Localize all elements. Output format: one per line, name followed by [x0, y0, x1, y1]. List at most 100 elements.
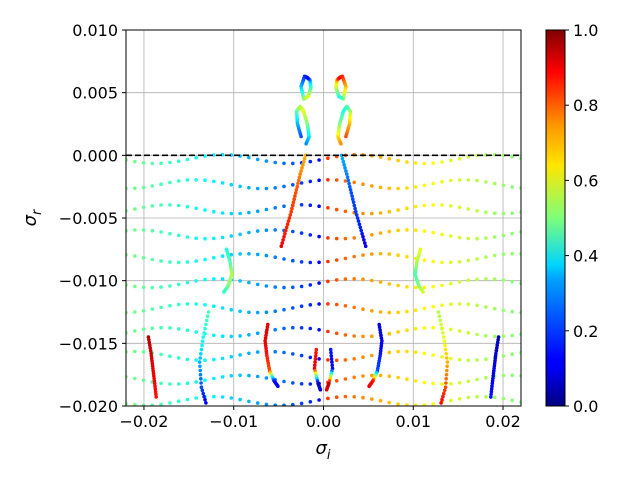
- y-tick-label: 0.005: [72, 84, 118, 103]
- band-point: [370, 353, 374, 358]
- band-point: [203, 154, 207, 158]
- band-point: [449, 158, 453, 163]
- band-point: [492, 277, 497, 281]
- branch-point: [290, 203, 295, 208]
- band-point: [194, 380, 198, 384]
- branch-point: [441, 331, 445, 335]
- branch-point: [344, 169, 348, 173]
- band-point: [405, 228, 409, 232]
- branch-point: [290, 206, 294, 211]
- branch-point: [444, 372, 449, 377]
- band-point: [343, 277, 348, 281]
- branch-point: [300, 166, 304, 170]
- band-point: [168, 203, 172, 207]
- branch-point: [341, 159, 346, 164]
- band-point: [229, 354, 234, 359]
- band-point: [203, 358, 207, 363]
- branch-point: [199, 347, 204, 352]
- band-point: [396, 228, 400, 233]
- band-point: [238, 309, 242, 314]
- branch-point: [302, 159, 306, 164]
- colorbar: [545, 29, 566, 407]
- band-point: [440, 355, 444, 359]
- branch-point: [265, 328, 269, 332]
- band-point: [343, 179, 348, 183]
- band-point: [273, 309, 278, 314]
- branch-point: [329, 354, 334, 358]
- band-point: [405, 285, 409, 289]
- band-point: [396, 402, 400, 406]
- band-point: [220, 395, 225, 399]
- branch-point: [354, 209, 358, 214]
- band-point: [150, 326, 155, 331]
- band-point: [387, 252, 392, 256]
- band-point: [334, 236, 339, 241]
- band-point: [264, 376, 269, 380]
- branch-point: [443, 347, 448, 352]
- band-point: [273, 228, 278, 232]
- band-point: [405, 403, 409, 406]
- band-point: [255, 157, 260, 162]
- band-point: [159, 161, 163, 166]
- band-point: [343, 358, 348, 362]
- band-point: [264, 284, 269, 288]
- band-point: [308, 326, 313, 331]
- band-point: [501, 252, 506, 257]
- band-point: [484, 357, 488, 362]
- band-point: [484, 236, 488, 240]
- branch-point: [313, 354, 318, 358]
- band-point: [238, 184, 242, 189]
- band-point: [168, 354, 172, 359]
- branch-point: [351, 197, 355, 201]
- band-point: [387, 310, 392, 315]
- band-point: [255, 252, 260, 257]
- band-point: [185, 178, 190, 182]
- band-point: [352, 395, 357, 399]
- band-point: [229, 234, 234, 238]
- band-point: [492, 253, 497, 258]
- band-point: [431, 381, 436, 386]
- band-point: [396, 208, 400, 212]
- band-point: [247, 373, 251, 378]
- branch-point: [348, 184, 352, 189]
- band-point: [203, 236, 207, 241]
- band-point: [501, 183, 506, 188]
- branch-point: [313, 363, 317, 368]
- band-point: [185, 302, 190, 306]
- band-point: [431, 304, 436, 309]
- band-point: [194, 279, 198, 283]
- band-point: [326, 396, 330, 401]
- band-point: [396, 349, 400, 354]
- x-tick-label: −0.01: [209, 412, 258, 431]
- band-point: [501, 278, 506, 282]
- band-point: [484, 210, 488, 215]
- band-point: [370, 184, 374, 188]
- band-point: [150, 161, 155, 166]
- band-point: [449, 302, 453, 307]
- band-point: [176, 260, 181, 265]
- band-point: [492, 235, 497, 239]
- band-point: [343, 377, 348, 381]
- band-point: [413, 285, 418, 290]
- band-point: [413, 379, 418, 383]
- branch-point: [436, 310, 441, 314]
- branch-point: [355, 216, 360, 220]
- band-point: [291, 402, 295, 406]
- band-point: [185, 204, 190, 209]
- branch-point: [329, 357, 334, 361]
- branch-point: [291, 200, 296, 205]
- branch-point: [440, 326, 444, 331]
- branch-point: [345, 175, 350, 180]
- band-point: [492, 181, 497, 186]
- branch-point: [378, 328, 382, 332]
- band-point: [194, 178, 198, 182]
- band-point: [422, 326, 427, 330]
- band-point: [133, 186, 137, 191]
- band-point: [203, 378, 207, 383]
- band-point: [238, 334, 242, 338]
- band-point: [352, 277, 357, 281]
- branch-point: [348, 188, 353, 192]
- band-point: [150, 403, 155, 406]
- band-point: [159, 352, 163, 357]
- x-axis-ticks: −0.02 −0.01 0.00 0.01 0.02: [119, 406, 521, 431]
